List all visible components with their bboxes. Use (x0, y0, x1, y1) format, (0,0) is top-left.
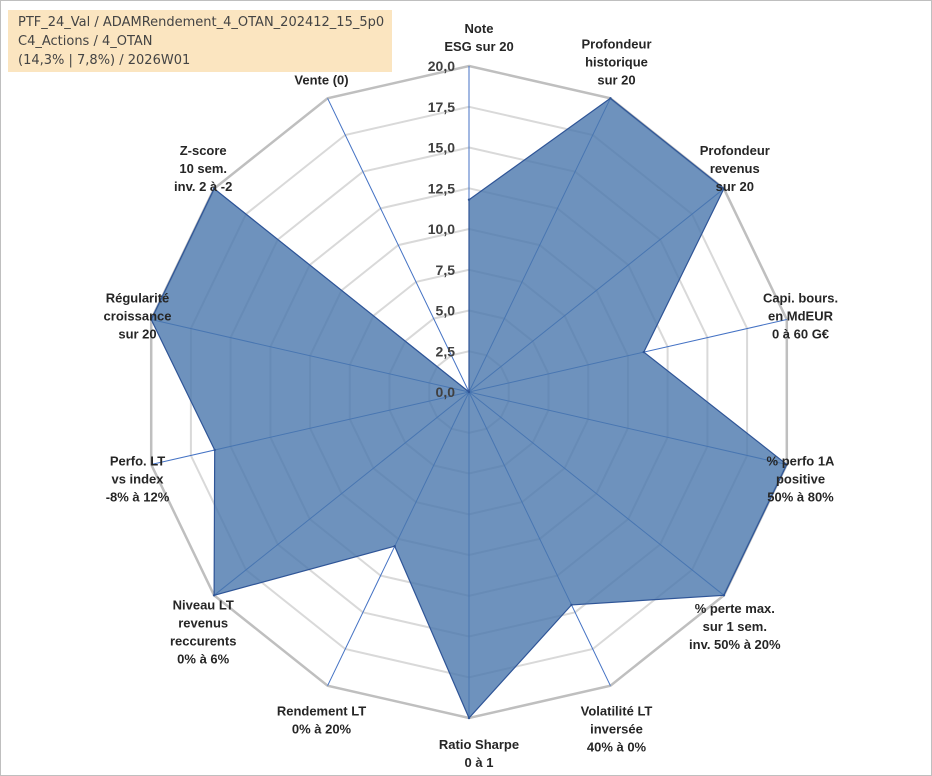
tick-labels: 0,0 2,5 5,0 7,5 10,0 12,5 15,0 17,5 20,0 (428, 58, 455, 400)
category-label-line: inversée (590, 721, 643, 736)
data-point (785, 463, 788, 466)
category-label-line: sur 20 (597, 73, 635, 88)
category-label-line: sur 20 (716, 179, 754, 194)
category-label-line: 50% à 80% (767, 490, 834, 505)
category-label-line: Volatilité LT (581, 703, 653, 718)
category-label-line: Niveau LT (173, 597, 234, 612)
tick-label: 17,5 (428, 99, 455, 115)
category-label: % perte max. sur 1 sem. inv. 50% à 20% (689, 601, 781, 652)
data-point (393, 545, 396, 548)
category-label-line: croissance (104, 308, 172, 323)
category-label: Z-score 10 sem. inv. 2 à -2 (174, 143, 232, 194)
data-point (642, 350, 645, 354)
category-label: Profondeur historique sur 20 (581, 37, 651, 88)
category-label-line: Ratio Sharpe (439, 737, 519, 752)
category-label-line: 0% à 20% (292, 721, 352, 736)
category-label-line: Capi. bours. (763, 290, 838, 305)
data-point (722, 187, 726, 190)
axis-spoke (327, 98, 470, 393)
category-label-line: reccurents (170, 633, 236, 648)
category-label-line: Note (465, 21, 494, 36)
category-label-line: 0% à 6% (177, 651, 229, 666)
category-label-line: en MdEUR (768, 308, 834, 323)
category-label-line: historique (585, 55, 648, 70)
category-label-line: sur 1 sem. (703, 619, 767, 634)
category-labels: Note ESG sur 20 Profondeur historique sur 20… (104, 21, 839, 770)
data-point (467, 390, 471, 394)
category-label: Profondeur revenus sur 20 (700, 143, 770, 194)
category-label-line: Perfo. LT (110, 454, 165, 469)
category-label-line: 40% à 0% (587, 739, 647, 754)
category-label-line: ESG sur 20 (444, 39, 513, 54)
data-point (467, 716, 471, 720)
tick-label: 0,0 (436, 384, 456, 400)
tick-label: 12,5 (428, 180, 455, 196)
data-point (212, 187, 216, 190)
category-label-line: positive (776, 472, 825, 487)
data-point (467, 198, 471, 201)
data-point (722, 594, 726, 597)
data-point (212, 594, 216, 597)
tick-label: 15,0 (428, 140, 455, 156)
category-label-line: Profondeur (581, 37, 651, 52)
category-label: Ratio Sharpe 0 à 1 (439, 737, 519, 770)
category-label: Capi. bours. en MdEUR 0 à 60 G€ (763, 290, 838, 341)
category-label-line: revenus (710, 161, 760, 176)
data-point (150, 318, 153, 321)
category-label-line: inv. 50% à 20% (689, 637, 781, 652)
tick-label: 20,0 (428, 58, 455, 74)
category-label-line: % perfo 1A (767, 454, 836, 469)
category-label-line: inv. 2 à -2 (174, 179, 232, 194)
data-point (609, 97, 612, 100)
category-label-line: Profondeur (700, 143, 770, 158)
tick-label: 2,5 (436, 343, 456, 359)
category-label-line: Vente (0) (294, 73, 348, 88)
category-label-line: vs index (111, 472, 164, 487)
category-label-line: revenus (178, 615, 228, 630)
category-label-line: 0 à 60 G€ (772, 326, 829, 341)
category-label-line: -8% à 12% (106, 490, 170, 505)
category-label: Note ESG sur 20 (444, 21, 513, 54)
info-line-2: C4_Actions / 4_OTAN (18, 34, 153, 49)
category-label: Volatilité LT inversée 40% à 0% (581, 703, 653, 754)
category-label-line: Rendement LT (277, 703, 366, 718)
category-label: % perfo 1A positive 50% à 80% (767, 454, 836, 505)
data-point (570, 603, 573, 607)
tick-label: 7,5 (436, 262, 456, 278)
series (150, 97, 788, 720)
category-label: Rendement LT 0% à 20% (277, 703, 366, 736)
category-label-line: Z-score (180, 143, 227, 158)
tick-label: 5,0 (436, 303, 456, 319)
category-label-line: % perte max. (695, 601, 775, 616)
category-label-line: Régularité (106, 290, 170, 305)
data-point (213, 448, 216, 452)
tick-label: 10,0 (428, 221, 455, 237)
info-line-3: (14,3% | 7,8%) / 2026W01 (18, 53, 191, 68)
category-label-line: sur 20 (118, 326, 156, 341)
category-label: Régularité croissance sur 20 (104, 290, 172, 341)
info-line-1: PTF_24_Val / ADAMRendement_4_OTAN_202412… (18, 15, 385, 30)
category-label-line: 0 à 1 (465, 755, 494, 770)
info-box: PTF_24_Val / ADAMRendement_4_OTAN_202412… (8, 10, 392, 72)
category-label: Perfo. LT vs index -8% à 12% (106, 454, 170, 505)
category-label-line: 10 sem. (179, 161, 227, 176)
category-label: Niveau LT revenus reccurents 0% à 6% (170, 597, 236, 666)
